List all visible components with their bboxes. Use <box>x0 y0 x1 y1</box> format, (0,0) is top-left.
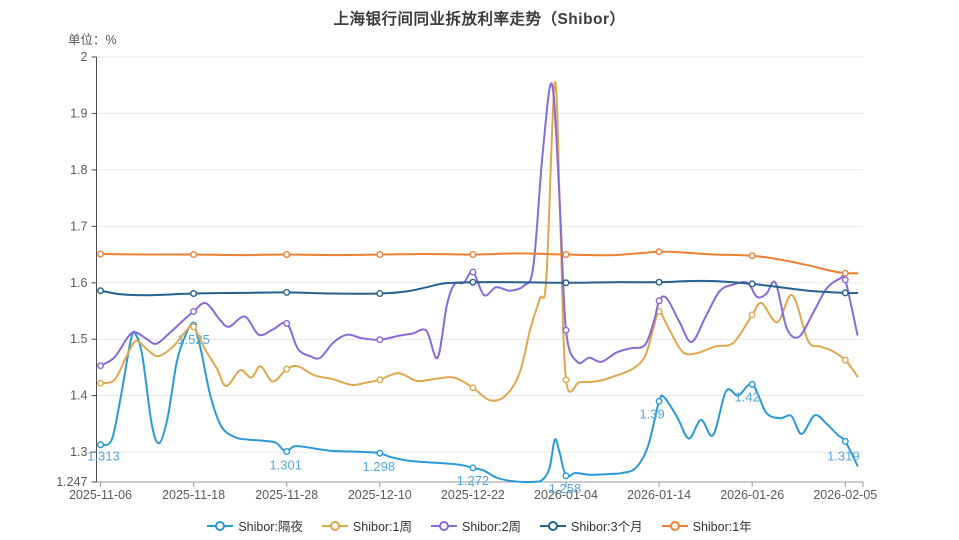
x-axis-tick-label: 2025-12-10 <box>348 488 412 502</box>
series-marker-2w[interactable] <box>376 336 384 344</box>
legend-label: Shibor:3个月 <box>571 520 643 534</box>
point-value-label: 1.313 <box>87 449 120 464</box>
legend-item-2w[interactable]: Shibor:2周 <box>430 516 522 535</box>
series-marker-3m[interactable] <box>283 288 291 296</box>
series-marker-2w[interactable] <box>96 362 104 370</box>
series-marker-overnight[interactable] <box>469 464 477 472</box>
series-marker-overnight[interactable] <box>376 449 384 457</box>
y-axis-tick-label: 2 <box>81 50 88 64</box>
legend-label: Shibor:1年 <box>692 520 752 534</box>
legend-label: Shibor:2周 <box>461 520 522 534</box>
x-axis-tick-label: 2025-11-18 <box>162 488 225 502</box>
point-value-label: 1.258 <box>549 481 582 496</box>
series-marker-overnight[interactable] <box>841 437 849 445</box>
legend-item-1w[interactable]: Shibor:1周 <box>321 516 412 535</box>
series-marker-3m[interactable] <box>190 290 198 298</box>
legend-line-marker-icon <box>430 520 457 531</box>
series-marker-3m[interactable] <box>376 290 384 298</box>
series-line-1y[interactable] <box>99 250 859 275</box>
series-marker-1y[interactable] <box>748 252 756 260</box>
series-marker-1w[interactable] <box>376 376 384 384</box>
series-marker-1y[interactable] <box>376 250 384 258</box>
series-marker-2w[interactable] <box>655 297 663 305</box>
legend-line-marker-icon <box>321 520 348 531</box>
series-line-1w[interactable] <box>99 81 859 402</box>
series-marker-3m[interactable] <box>96 287 104 295</box>
x-axis-tick-label: 2026-01-26 <box>720 488 784 502</box>
series-marker-2w[interactable] <box>841 276 849 284</box>
chart-legend: Shibor:隔夜 Shibor:1周 Shibor:2周 Shibor:3个月 Shi… <box>0 516 959 535</box>
y-axis-tick-label: 1.9 <box>70 106 87 120</box>
series-marker-3m[interactable] <box>655 278 663 286</box>
series-marker-3m[interactable] <box>562 279 570 287</box>
y-axis-tick-label: 1.7 <box>70 219 87 233</box>
series-marker-1y[interactable] <box>190 250 198 258</box>
point-value-label: 1.272 <box>457 473 490 488</box>
x-axis-tick-label: 2026-01-04 <box>534 488 598 502</box>
legend-item-1y[interactable]: Shibor:1年 <box>661 516 752 535</box>
x-axis-tick-label: 2026-01-14 <box>627 488 691 502</box>
x-axis-tick-label: 2025-11-06 <box>69 488 132 502</box>
point-value-label: 1.298 <box>363 459 396 474</box>
series-marker-3m[interactable] <box>841 289 849 297</box>
series-marker-1w[interactable] <box>562 376 570 384</box>
point-value-label: 1.42 <box>735 389 760 404</box>
legend-label: Shibor:1周 <box>352 520 412 534</box>
series-marker-1w[interactable] <box>283 365 291 373</box>
series-marker-3m[interactable] <box>748 280 756 288</box>
series-marker-2w[interactable] <box>562 326 570 334</box>
series-marker-1y[interactable] <box>655 248 663 256</box>
point-value-label: 1.301 <box>269 458 302 473</box>
point-value-label: 1.319 <box>827 448 860 463</box>
y-axis-tick-label: 1.8 <box>70 163 87 177</box>
series-marker-1y[interactable] <box>469 250 477 258</box>
legend-line-marker-icon <box>540 520 567 531</box>
legend-item-overnight[interactable]: Shibor:隔夜 <box>207 516 303 535</box>
series-marker-2w[interactable] <box>190 308 198 316</box>
y-axis-tick-label: 1.3 <box>70 445 87 459</box>
series-marker-1w[interactable] <box>841 356 849 364</box>
series-marker-2w[interactable] <box>283 319 291 327</box>
legend-item-3m[interactable]: Shibor:3个月 <box>540 516 643 535</box>
chart-title: 上海银行间同业拆放利率走势（Shibor） <box>333 11 626 28</box>
series-marker-overnight[interactable] <box>562 472 570 480</box>
series-marker-overnight[interactable] <box>748 380 756 388</box>
series-marker-1y[interactable] <box>96 250 104 258</box>
x-axis-tick-label: 2025-12-22 <box>441 488 505 502</box>
series-line-2w[interactable] <box>99 82 859 367</box>
series-marker-overnight[interactable] <box>96 441 104 449</box>
x-axis-tick-label: 2026-02-05 <box>813 488 877 502</box>
y-axis-tick-label: 1.5 <box>70 332 87 346</box>
series-marker-1w[interactable] <box>96 379 104 387</box>
series-marker-2w[interactable] <box>469 268 477 276</box>
legend-label: Shibor:隔夜 <box>238 520 303 534</box>
y-axis-tick-label: 1.4 <box>70 389 87 403</box>
series-marker-1y[interactable] <box>283 250 291 258</box>
series-marker-overnight[interactable] <box>283 448 291 456</box>
x-axis-tick-label: 2025-11-28 <box>255 488 318 502</box>
y-axis-tick-label: 1.247 <box>56 475 87 489</box>
y-axis-tick-label: 1.6 <box>70 276 87 290</box>
series-marker-1y[interactable] <box>562 250 570 258</box>
legend-line-marker-icon <box>661 520 688 531</box>
legend-line-marker-icon <box>207 520 234 531</box>
y-axis-unit-label: 单位：% <box>68 33 117 47</box>
series-marker-1w[interactable] <box>748 311 756 319</box>
series-marker-3m[interactable] <box>469 278 477 286</box>
series-marker-1w[interactable] <box>469 384 477 392</box>
series-marker-overnight[interactable] <box>655 397 663 405</box>
series-marker-1y[interactable] <box>841 269 849 277</box>
point-value-label: 1.39 <box>639 406 664 421</box>
series-marker-1w[interactable] <box>190 323 198 331</box>
